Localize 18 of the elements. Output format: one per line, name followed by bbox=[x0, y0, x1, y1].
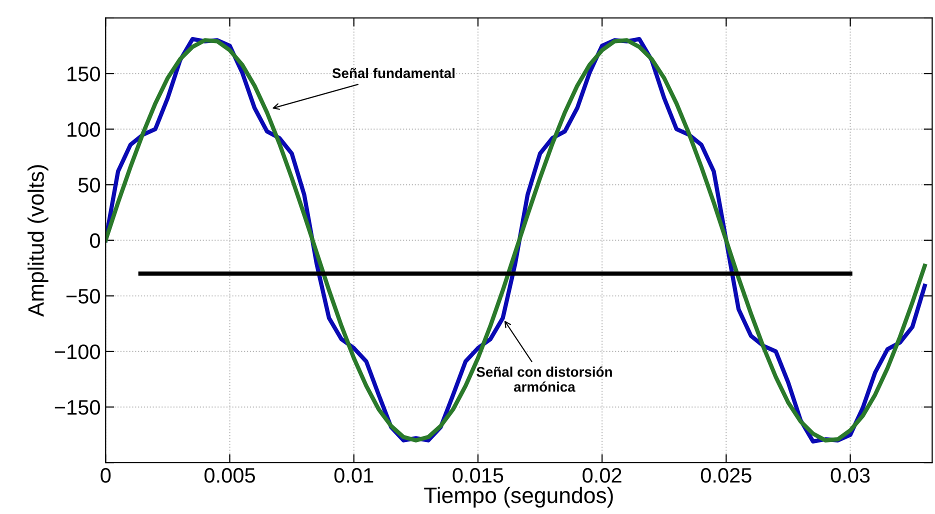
y-tick-label: 150 bbox=[68, 66, 100, 82]
x-tick-label: 0.01 bbox=[334, 468, 374, 483]
x-tick-label: 0.005 bbox=[204, 468, 255, 483]
annotation: Señal fundamental bbox=[332, 68, 454, 78]
x-tick-label: 0 bbox=[100, 468, 111, 483]
x-tick-label: 0.02 bbox=[582, 468, 622, 483]
y-tick-label: −150 bbox=[54, 400, 100, 415]
y-axis-title: Amplitud (volts) bbox=[28, 165, 48, 317]
annotation: Señal con distorsión armónica bbox=[476, 366, 612, 392]
x-tick-label: 0.025 bbox=[700, 468, 752, 483]
x-tick-label: 0.03 bbox=[830, 468, 870, 483]
y-tick-label: −50 bbox=[66, 288, 100, 304]
y-tick-label: 50 bbox=[78, 178, 100, 192]
x-tick-label: 0.015 bbox=[452, 468, 504, 483]
y-tick-label: 100 bbox=[68, 122, 100, 137]
x-axis-title: Tiempo (segundos) bbox=[424, 486, 613, 508]
y-tick-label: −100 bbox=[54, 344, 100, 360]
y-tick-label: 0 bbox=[90, 233, 100, 248]
